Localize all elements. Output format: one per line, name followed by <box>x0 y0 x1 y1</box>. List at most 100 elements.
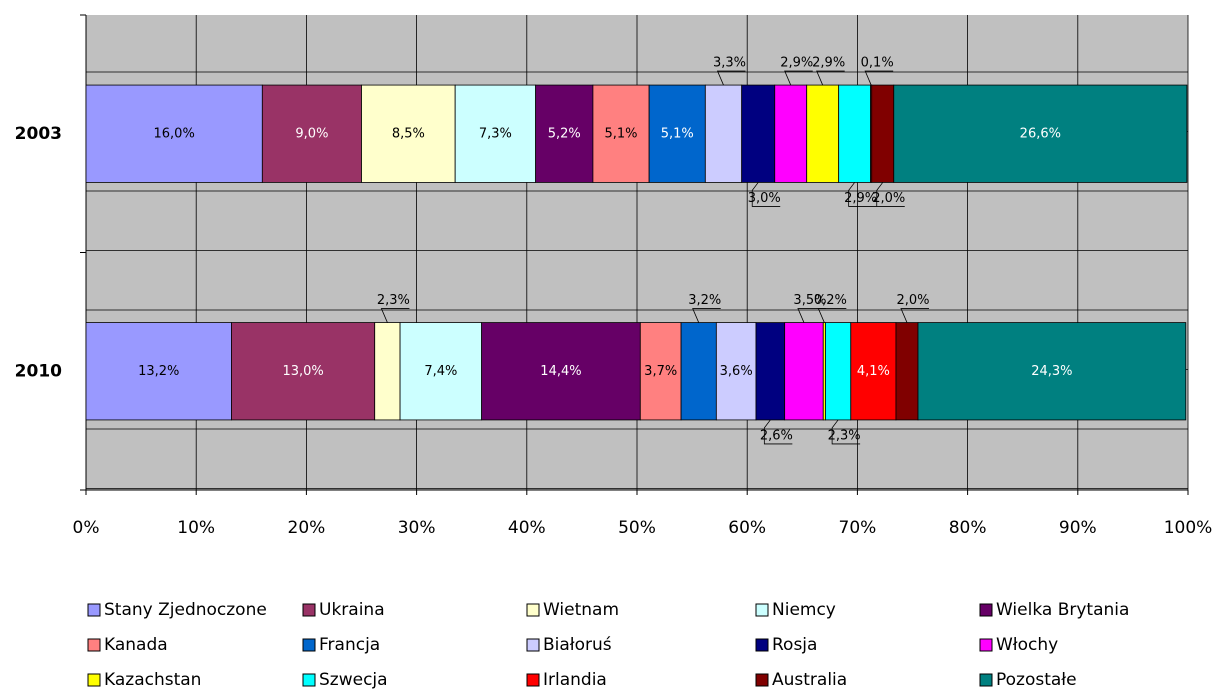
bar-segment <box>361 84 456 183</box>
leader-line <box>900 308 929 323</box>
bar-segment <box>85 84 263 183</box>
data-label: 2,0% <box>872 191 905 206</box>
data-label: 14,4% <box>540 364 581 379</box>
bar-segment <box>774 84 808 183</box>
data-label: 9,0% <box>295 126 328 141</box>
data-label: 7,4% <box>424 364 457 379</box>
bar-segment <box>399 322 483 421</box>
legend-swatch <box>755 638 769 652</box>
legend-label: Irlandia <box>543 670 607 690</box>
leader-line <box>848 182 877 207</box>
data-label: 4,1% <box>857 364 890 379</box>
bar-segment <box>741 84 776 183</box>
data-label: 3,3% <box>713 56 746 71</box>
legend-swatch <box>979 603 993 617</box>
leader-line <box>763 419 793 445</box>
data-label: 2,6% <box>760 428 793 443</box>
data-label: 16,0% <box>154 126 195 141</box>
x-tick-label: 30% <box>398 518 436 538</box>
data-label: 2,9% <box>780 56 813 71</box>
legend-label: Wielka Brytania <box>996 600 1129 620</box>
x-tick-label: 0% <box>73 518 100 538</box>
legend-label: Włochy <box>996 635 1058 655</box>
legend-swatch <box>302 638 316 652</box>
bar-segment <box>85 322 232 421</box>
bar-segment <box>648 84 706 183</box>
leader-line <box>784 70 813 86</box>
leader-line <box>751 182 781 207</box>
legend-label: Niemcy <box>772 600 836 620</box>
legend-swatch <box>87 603 101 617</box>
legend-label: Wietnam <box>543 600 619 620</box>
x-tick-label: 50% <box>618 518 656 538</box>
data-label: 2,0% <box>896 293 929 308</box>
bar-segment <box>535 84 594 183</box>
legend-label: Francja <box>319 635 380 655</box>
data-label: 0,2% <box>814 293 847 308</box>
legend-swatch <box>755 603 769 617</box>
bar-segment <box>838 84 872 183</box>
bar-segment <box>850 322 897 421</box>
bar-segment <box>680 322 717 421</box>
legend-label: Rosja <box>772 635 817 655</box>
data-label: 13,0% <box>282 364 323 379</box>
data-label: 2,9% <box>844 191 877 206</box>
bar-segment <box>825 322 852 421</box>
legend-swatch <box>526 638 540 652</box>
data-label: 5,2% <box>548 126 581 141</box>
y-tick-label: 2010 <box>15 361 62 381</box>
data-label: 26,6% <box>1020 126 1061 141</box>
leader-line <box>817 308 847 323</box>
legend-label: Ukraina <box>319 600 385 620</box>
leader-line <box>380 308 410 323</box>
x-tick-label: 80% <box>949 518 987 538</box>
y-tick-label: 2003 <box>15 124 62 144</box>
data-label: 2,3% <box>377 293 410 308</box>
legend-label: Pozostałe <box>996 670 1077 690</box>
legend-swatch <box>87 673 101 687</box>
bar-segment <box>704 84 743 183</box>
data-label: 3,0% <box>748 191 781 206</box>
data-label: 7,3% <box>479 126 512 141</box>
bar-segment <box>715 322 757 421</box>
x-tick-label: 10% <box>177 518 215 538</box>
data-label: 3,2% <box>688 293 721 308</box>
data-label: 2,9% <box>812 56 845 71</box>
legend-label: Stany Zjednoczone <box>104 600 267 620</box>
bar-segment <box>871 84 895 183</box>
legend-swatch <box>526 673 540 687</box>
data-label: 0,1% <box>861 56 894 71</box>
legend-swatch <box>979 673 993 687</box>
data-label: 5,1% <box>605 126 638 141</box>
legend-label: Kazachstan <box>104 670 201 690</box>
x-tick-label: 40% <box>508 518 546 538</box>
leader-line <box>797 308 826 323</box>
legend-swatch <box>526 603 540 617</box>
bar-segment <box>592 84 650 183</box>
data-label: 8,5% <box>392 126 425 141</box>
bar-segment <box>261 84 362 183</box>
data-label: 5,1% <box>661 126 694 141</box>
data-label: 3,5% <box>793 293 826 308</box>
bar-segment <box>639 322 682 421</box>
leader-line <box>816 70 845 86</box>
bar-segment <box>895 322 919 421</box>
legend-swatch <box>979 638 993 652</box>
bar-segment <box>893 84 1188 183</box>
x-tick-label: 100% <box>1164 518 1213 538</box>
leader-line <box>692 308 721 323</box>
legend-swatch <box>302 603 316 617</box>
legend-swatch <box>302 673 316 687</box>
leader-line <box>864 70 894 86</box>
x-tick-label: 70% <box>839 518 877 538</box>
data-label: 13,2% <box>138 364 179 379</box>
leader-line <box>831 419 861 445</box>
bar-segment <box>374 322 401 421</box>
leader-line <box>876 182 905 207</box>
x-tick-label: 90% <box>1059 518 1097 538</box>
leader-line <box>716 70 746 86</box>
bar-segment <box>806 84 840 183</box>
legend-label: Białoruś <box>543 635 612 655</box>
legend-label: Szwecja <box>319 670 388 690</box>
